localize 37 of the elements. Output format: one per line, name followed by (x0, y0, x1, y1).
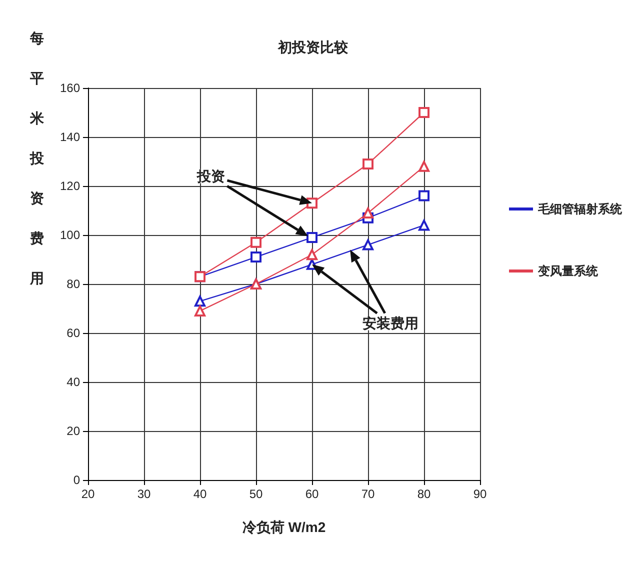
point (362, 158, 374, 170)
y-tick-label: 40 (66, 375, 80, 389)
x-tick-label: 50 (249, 487, 263, 501)
x-tick-label: 60 (305, 487, 319, 501)
x-tick-label: 90 (473, 487, 487, 501)
text: 每平米投资费用 (30, 30, 44, 286)
annotation: 投资 (196, 168, 226, 184)
point (194, 305, 206, 316)
y-tick-label: 140 (60, 130, 80, 144)
chart-title: 初投资比较 (277, 39, 349, 56)
x-tick-label: 80 (417, 487, 431, 501)
x-tick-label: 20 (81, 487, 95, 501)
point (418, 190, 430, 202)
point (362, 207, 374, 218)
y-tick-label: 120 (60, 179, 80, 193)
point (250, 236, 262, 248)
legend-label: 变风量系统 (537, 264, 599, 278)
legend-label: 毛细管辐射系统 (537, 202, 623, 216)
x-tick-label: 40 (193, 487, 207, 501)
point (306, 249, 318, 260)
y-tick-label: 80 (66, 277, 80, 291)
y-tick-label: 100 (60, 228, 80, 242)
point (194, 296, 206, 307)
y-tick-label: 20 (66, 424, 80, 438)
point (418, 220, 430, 231)
point (306, 232, 318, 243)
x-tick-label: 30 (137, 487, 151, 501)
y-tick-label: 60 (66, 326, 80, 340)
x-tick-label: 70 (361, 487, 375, 501)
point (250, 252, 262, 263)
point (418, 107, 430, 118)
y-tick-label: 160 (60, 81, 80, 95)
point (418, 160, 430, 172)
annotation: 安装费用 (362, 315, 418, 332)
point (362, 239, 374, 250)
y-tick-label: 0 (73, 473, 80, 487)
x-axis-title: 冷负荷 W/m2 (242, 519, 326, 535)
